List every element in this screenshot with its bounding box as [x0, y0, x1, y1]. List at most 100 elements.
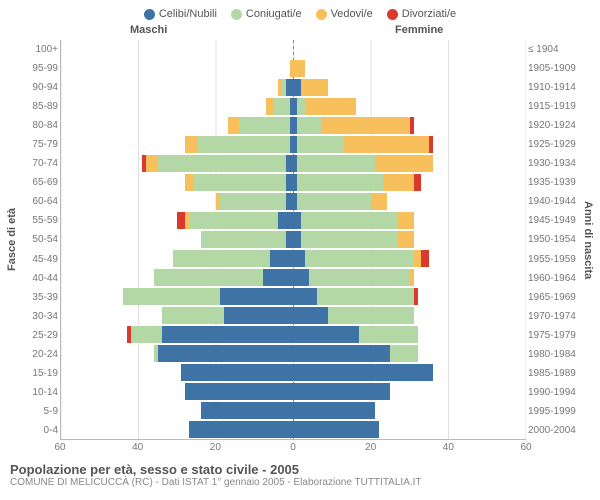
header-female: Femmine [395, 24, 443, 36]
bar-segment [305, 98, 355, 115]
bar-row [61, 135, 526, 154]
bar-row [61, 40, 526, 59]
bar-segment [266, 98, 274, 115]
bar-segment [398, 212, 414, 229]
age-label: 70-74 [22, 154, 60, 173]
female-bar [294, 79, 527, 96]
birth-label: ≤ 1904 [526, 40, 578, 59]
plot-area [60, 40, 526, 440]
bar-segment [294, 364, 434, 381]
bar-row [61, 306, 526, 325]
female-bar [294, 307, 527, 324]
bar-row [61, 230, 526, 249]
bar-row [61, 97, 526, 116]
age-label: 25-29 [22, 326, 60, 345]
age-label: 45-49 [22, 250, 60, 269]
x-tick: 0 [290, 442, 296, 453]
age-label: 80-84 [22, 116, 60, 135]
x-tick: 60 [520, 442, 531, 453]
birth-label: 1970-1974 [526, 307, 578, 326]
bar-segment [286, 155, 294, 172]
bar-segment [297, 155, 374, 172]
bar-row [61, 363, 526, 382]
bar-segment [131, 326, 162, 343]
male-bar [61, 364, 294, 381]
bar-segment [297, 117, 320, 134]
bar-segment [294, 402, 375, 419]
legend-label: Divorziati/e [402, 8, 456, 20]
bar-row [61, 420, 526, 439]
birth-label: 1980-1984 [526, 345, 578, 364]
bar-segment [286, 231, 294, 248]
female-bar [294, 326, 527, 343]
bar-segment [328, 307, 413, 324]
bar-segment [239, 117, 289, 134]
bar-segment [220, 288, 294, 305]
legend-swatch [144, 9, 155, 20]
bar-segment [270, 250, 293, 267]
bar-segment [294, 288, 317, 305]
bar-segment [201, 231, 286, 248]
birth-label: 1960-1964 [526, 269, 578, 288]
bar-segment [177, 212, 185, 229]
male-bar [61, 307, 294, 324]
female-bar [294, 60, 527, 77]
birth-label: 1925-1929 [526, 135, 578, 154]
age-label: 15-19 [22, 364, 60, 383]
birth-label: 1910-1914 [526, 78, 578, 97]
female-bar [294, 136, 527, 153]
bar-segment [294, 212, 302, 229]
birth-label: 1930-1934 [526, 154, 578, 173]
male-bar [61, 136, 294, 153]
male-bar [61, 155, 294, 172]
bar-segment [220, 193, 286, 210]
bar-segment [390, 345, 417, 362]
gender-headers: Maschi Femmine [0, 24, 600, 40]
bar-row [61, 173, 526, 192]
bar-segment [173, 250, 270, 267]
birth-label: 1995-1999 [526, 402, 578, 421]
bar-segment [185, 136, 197, 153]
bar-segment [263, 269, 294, 286]
bar-segment [359, 326, 417, 343]
age-label: 55-59 [22, 211, 60, 230]
age-label: 65-69 [22, 173, 60, 192]
birth-label: 1940-1944 [526, 192, 578, 211]
female-bar [294, 117, 527, 134]
legend-label: Celibi/Nubili [159, 8, 217, 20]
legend-item: Coniugati/e [231, 8, 302, 20]
legend-swatch [387, 9, 398, 20]
age-label: 10-14 [22, 383, 60, 402]
bar-segment [294, 269, 310, 286]
bar-segment [201, 402, 294, 419]
bar-segment [274, 98, 290, 115]
male-bar [61, 421, 294, 438]
bar-segment [294, 383, 391, 400]
bar-segment [146, 155, 158, 172]
footer: Popolazione per età, sesso e stato civil… [0, 456, 600, 488]
legend-swatch [316, 9, 327, 20]
bar-segment [421, 250, 429, 267]
male-bar [61, 193, 294, 210]
bar-row [61, 287, 526, 306]
bar-row [61, 344, 526, 363]
bar-segment [294, 60, 306, 77]
age-label: 60-64 [22, 192, 60, 211]
bar-row [61, 325, 526, 344]
birth-labels: ≤ 19041905-19091910-19141915-19191920-19… [526, 40, 578, 440]
age-label: 40-44 [22, 269, 60, 288]
bar-row [61, 154, 526, 173]
x-tick: 20 [365, 442, 376, 453]
male-bar [61, 79, 294, 96]
bar-segment [197, 136, 290, 153]
bar-segment [344, 136, 429, 153]
bar-row [61, 192, 526, 211]
male-bar [61, 345, 294, 362]
age-label: 85-89 [22, 97, 60, 116]
bar-row [61, 249, 526, 268]
age-label: 5-9 [22, 402, 60, 421]
bar-segment [154, 269, 263, 286]
female-bar [294, 98, 527, 115]
female-bar [294, 288, 527, 305]
age-label: 95-99 [22, 59, 60, 78]
